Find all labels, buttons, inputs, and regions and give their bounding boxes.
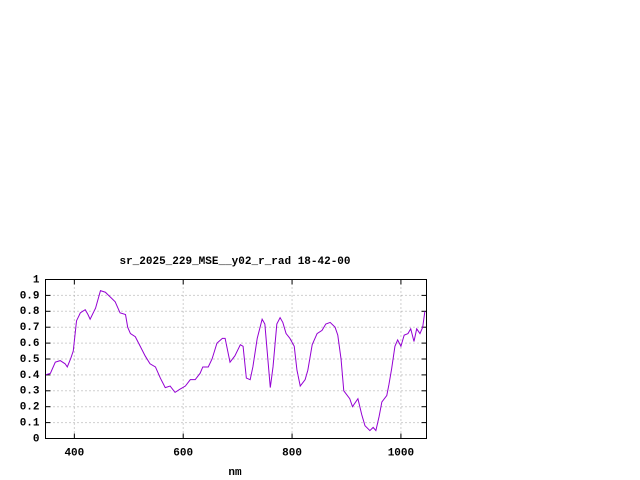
grid — [45, 279, 427, 439]
y-tick-label: 0.4 — [20, 370, 40, 382]
chart-title: sr_2025_229_MSE__y02_r_rad 18-42-00 — [119, 256, 350, 268]
y-tick-label: 0.1 — [20, 418, 40, 430]
y-tick-label: 0 — [33, 433, 40, 445]
plot — [45, 289, 426, 432]
y-tick-label: 0.5 — [20, 354, 40, 366]
y-tick-label: 0.7 — [20, 322, 40, 334]
plot-frame — [45, 279, 427, 439]
y-tick-label: 1 — [33, 274, 40, 286]
data-line — [45, 289, 426, 432]
x-tick-label: 1000 — [388, 447, 414, 459]
y-tick-label: 0.2 — [20, 402, 40, 414]
x-tick-label: 800 — [282, 447, 302, 459]
y-tick-label: 0.6 — [20, 338, 40, 350]
y-tick-label: 0.3 — [20, 386, 40, 398]
y-tick-label: 0.8 — [20, 306, 40, 318]
x-tick-label: 600 — [173, 447, 193, 459]
x-axis-label: nm — [228, 467, 242, 479]
x-tick-label: 400 — [64, 447, 84, 459]
y-tick-label: 0.9 — [20, 290, 40, 302]
